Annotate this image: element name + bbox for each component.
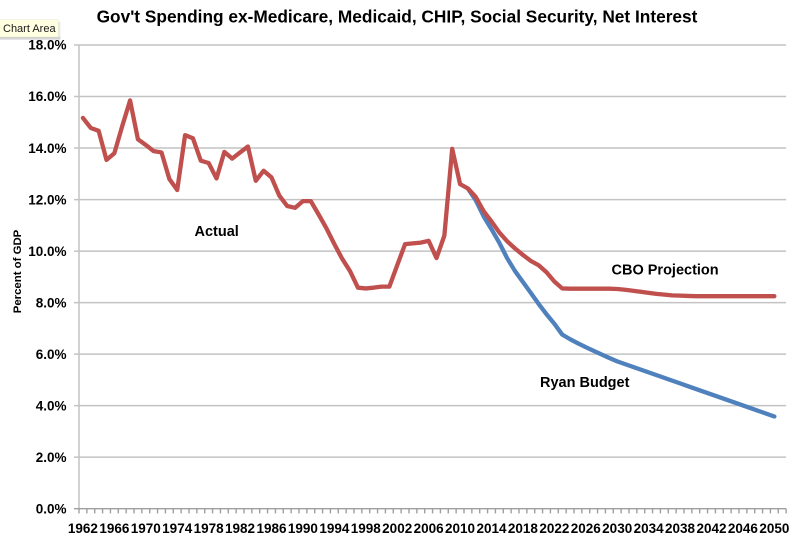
svg-text:Gov't Spending ex-Medicare, Me: Gov't Spending ex-Medicare, Medicaid, CH… [97, 7, 698, 27]
svg-text:16.0%: 16.0% [28, 89, 66, 104]
svg-text:2006: 2006 [414, 521, 445, 536]
svg-text:10.0%: 10.0% [28, 244, 66, 259]
svg-text:1978: 1978 [194, 521, 225, 536]
svg-text:Actual: Actual [195, 224, 239, 240]
svg-text:1974: 1974 [162, 521, 193, 536]
svg-text:2002: 2002 [382, 521, 412, 536]
svg-text:Chart Area: Chart Area [3, 23, 56, 35]
svg-text:1986: 1986 [256, 521, 287, 536]
svg-text:Percent of GDP: Percent of GDP [12, 229, 24, 313]
svg-text:Ryan Budget: Ryan Budget [540, 375, 630, 391]
svg-text:2018: 2018 [508, 521, 539, 536]
svg-text:2014: 2014 [476, 521, 507, 536]
svg-text:8.0%: 8.0% [36, 295, 67, 310]
svg-text:1970: 1970 [131, 521, 161, 536]
svg-text:1990: 1990 [288, 521, 318, 536]
svg-text:0.0%: 0.0% [36, 501, 67, 516]
svg-text:14.0%: 14.0% [28, 141, 66, 156]
svg-text:2050: 2050 [759, 521, 789, 536]
svg-text:2034: 2034 [634, 521, 665, 536]
svg-text:2.0%: 2.0% [36, 450, 67, 465]
svg-text:2010: 2010 [445, 521, 475, 536]
svg-text:1998: 1998 [351, 521, 382, 536]
svg-text:6.0%: 6.0% [36, 347, 67, 362]
svg-text:4.0%: 4.0% [36, 398, 67, 413]
svg-text:1962: 1962 [68, 521, 98, 536]
svg-text:12.0%: 12.0% [28, 192, 66, 207]
svg-text:2042: 2042 [696, 521, 726, 536]
svg-text:18.0%: 18.0% [28, 38, 66, 53]
svg-text:2046: 2046 [728, 521, 759, 536]
svg-text:2022: 2022 [539, 521, 569, 536]
svg-text:2038: 2038 [665, 521, 696, 536]
svg-text:2026: 2026 [571, 521, 602, 536]
svg-text:2030: 2030 [602, 521, 632, 536]
svg-text:1966: 1966 [99, 521, 130, 536]
svg-text:1982: 1982 [225, 521, 255, 536]
svg-text:1994: 1994 [319, 521, 350, 536]
svg-text:CBO Projection: CBO Projection [612, 263, 719, 279]
